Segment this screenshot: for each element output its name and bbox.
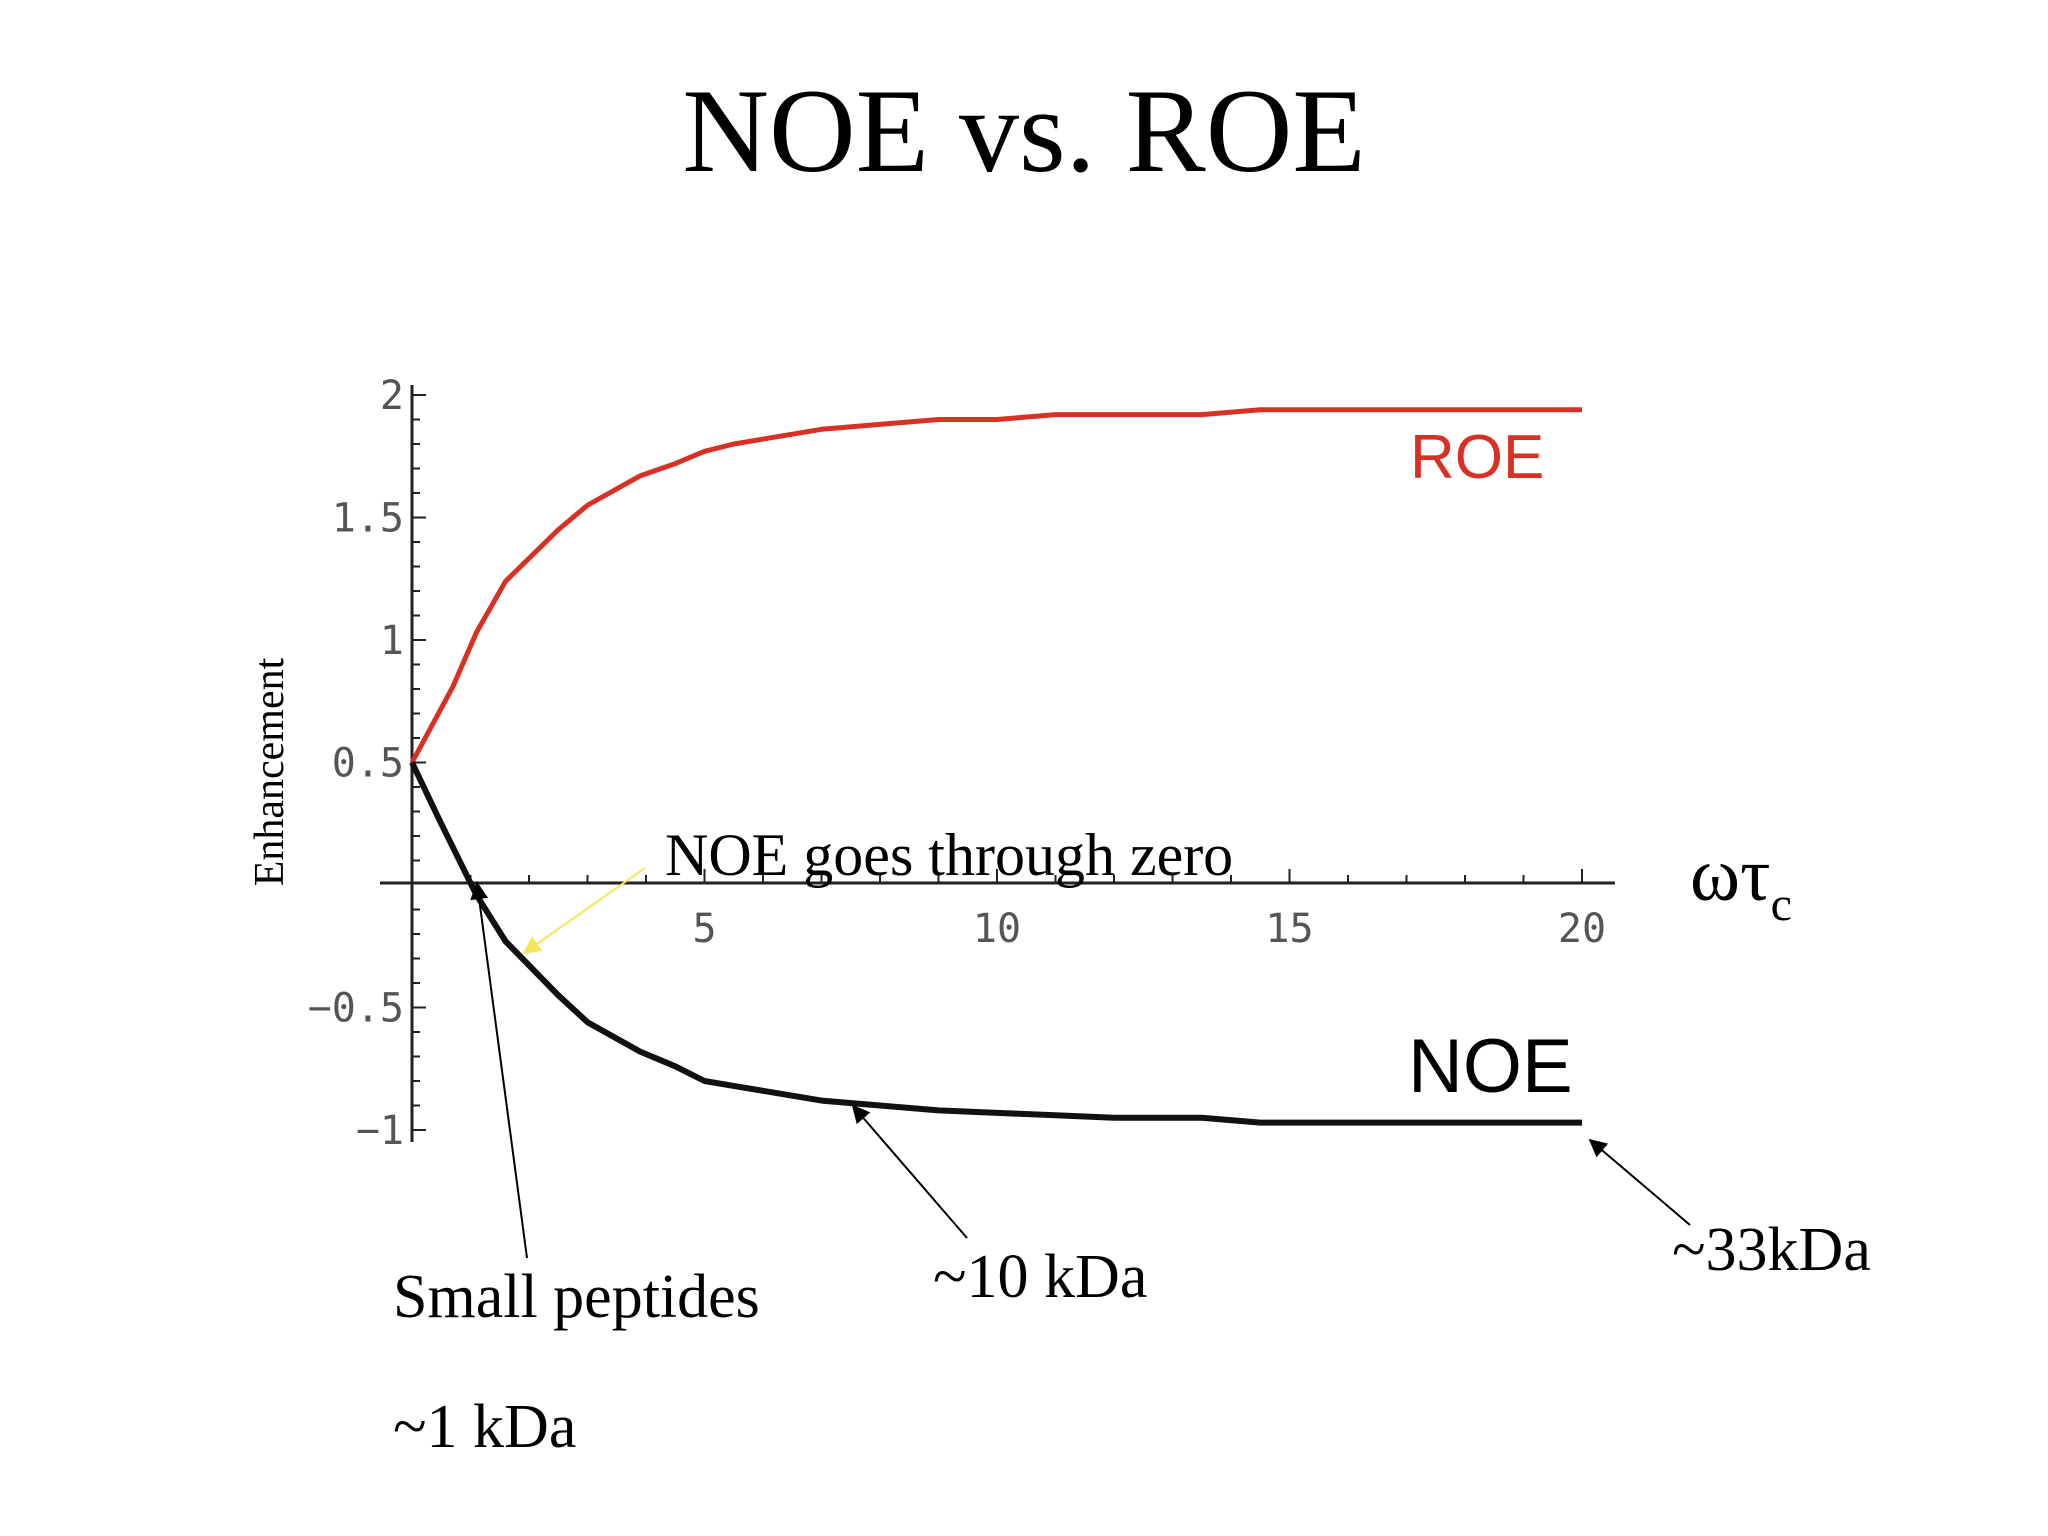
y-tick-label: 2 — [380, 373, 404, 419]
y-tick-label: 1 — [380, 618, 404, 664]
x-axis-label-subscript: c — [1771, 878, 1792, 931]
small-peptides-size: ~1 kDa — [393, 1393, 576, 1461]
x-tick-label: 10 — [973, 906, 1021, 952]
medium-protein-arrow — [851, 1104, 968, 1239]
zero-crossing-annotation: NOE goes through zero — [665, 822, 1233, 888]
x-tick-label: 5 — [692, 906, 716, 952]
y-tick-label: −0.5 — [308, 986, 404, 1032]
y-tick-label: −1 — [356, 1108, 404, 1154]
zero-crossing-arrow — [522, 867, 646, 955]
roe-series-label: ROE — [1410, 423, 1544, 492]
tick-labels: 5 10 15 20 2 1.5 1 0.5 −0.5 −1 — [308, 373, 1606, 1154]
large-protein-annotation: ~33kDa — [1672, 1216, 1871, 1284]
medium-protein-annotation: ~10 kDa — [933, 1243, 1147, 1311]
x-tick-label: 15 — [1265, 906, 1313, 952]
noe-series-line — [409, 761, 1582, 1126]
large-protein-arrow — [1588, 1138, 1691, 1226]
slide-title: NOE vs. ROE — [682, 64, 1366, 197]
x-axis-label: ωτc — [1690, 833, 1792, 931]
noe-series-label: NOE — [1408, 1024, 1573, 1109]
y-tick-label: 1.5 — [332, 496, 404, 542]
y-tick-label: 0.5 — [332, 741, 404, 787]
x-tick-label: 20 — [1558, 906, 1606, 952]
small-peptides-arrow — [470, 881, 528, 1259]
small-peptides-annotation: Small peptides — [393, 1263, 760, 1331]
x-axis-label-main: ωτ — [1690, 833, 1771, 917]
roe-series-line — [409, 407, 1582, 764]
y-axis-label: Enhancement — [247, 657, 293, 886]
